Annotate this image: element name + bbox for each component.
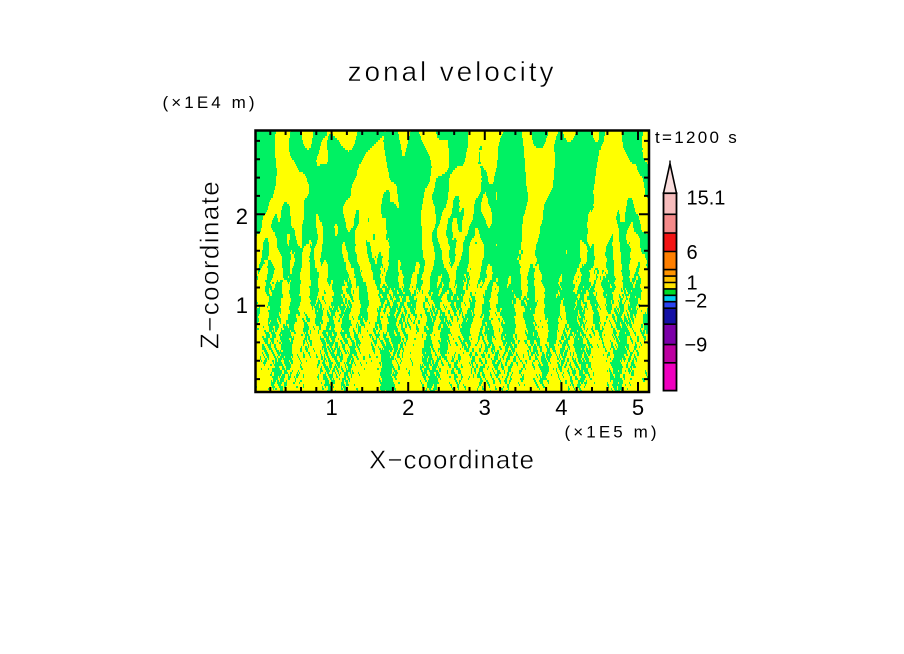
- svg-text:(×1E4 m): (×1E4 m): [163, 93, 258, 112]
- svg-text:2: 2: [236, 204, 248, 229]
- svg-text:(×1E5 m): (×1E5 m): [565, 423, 660, 442]
- svg-text:zonal velocity: zonal velocity: [348, 56, 557, 87]
- svg-text:t=1200 s: t=1200 s: [655, 128, 739, 147]
- svg-text:1: 1: [687, 273, 698, 295]
- svg-text:−2: −2: [685, 291, 708, 313]
- svg-text:4: 4: [555, 395, 567, 420]
- svg-text:5: 5: [632, 395, 644, 420]
- svg-text:X−coordinate: X−coordinate: [369, 445, 535, 475]
- svg-text:1: 1: [236, 293, 248, 318]
- svg-text:2: 2: [402, 395, 414, 420]
- svg-text:3: 3: [479, 395, 491, 420]
- svg-text:15.1: 15.1: [687, 188, 726, 210]
- svg-text:1: 1: [325, 395, 337, 420]
- svg-text:6: 6: [687, 242, 698, 264]
- svg-text:−9: −9: [685, 335, 708, 357]
- svg-text:Z−coordinate: Z−coordinate: [195, 180, 225, 349]
